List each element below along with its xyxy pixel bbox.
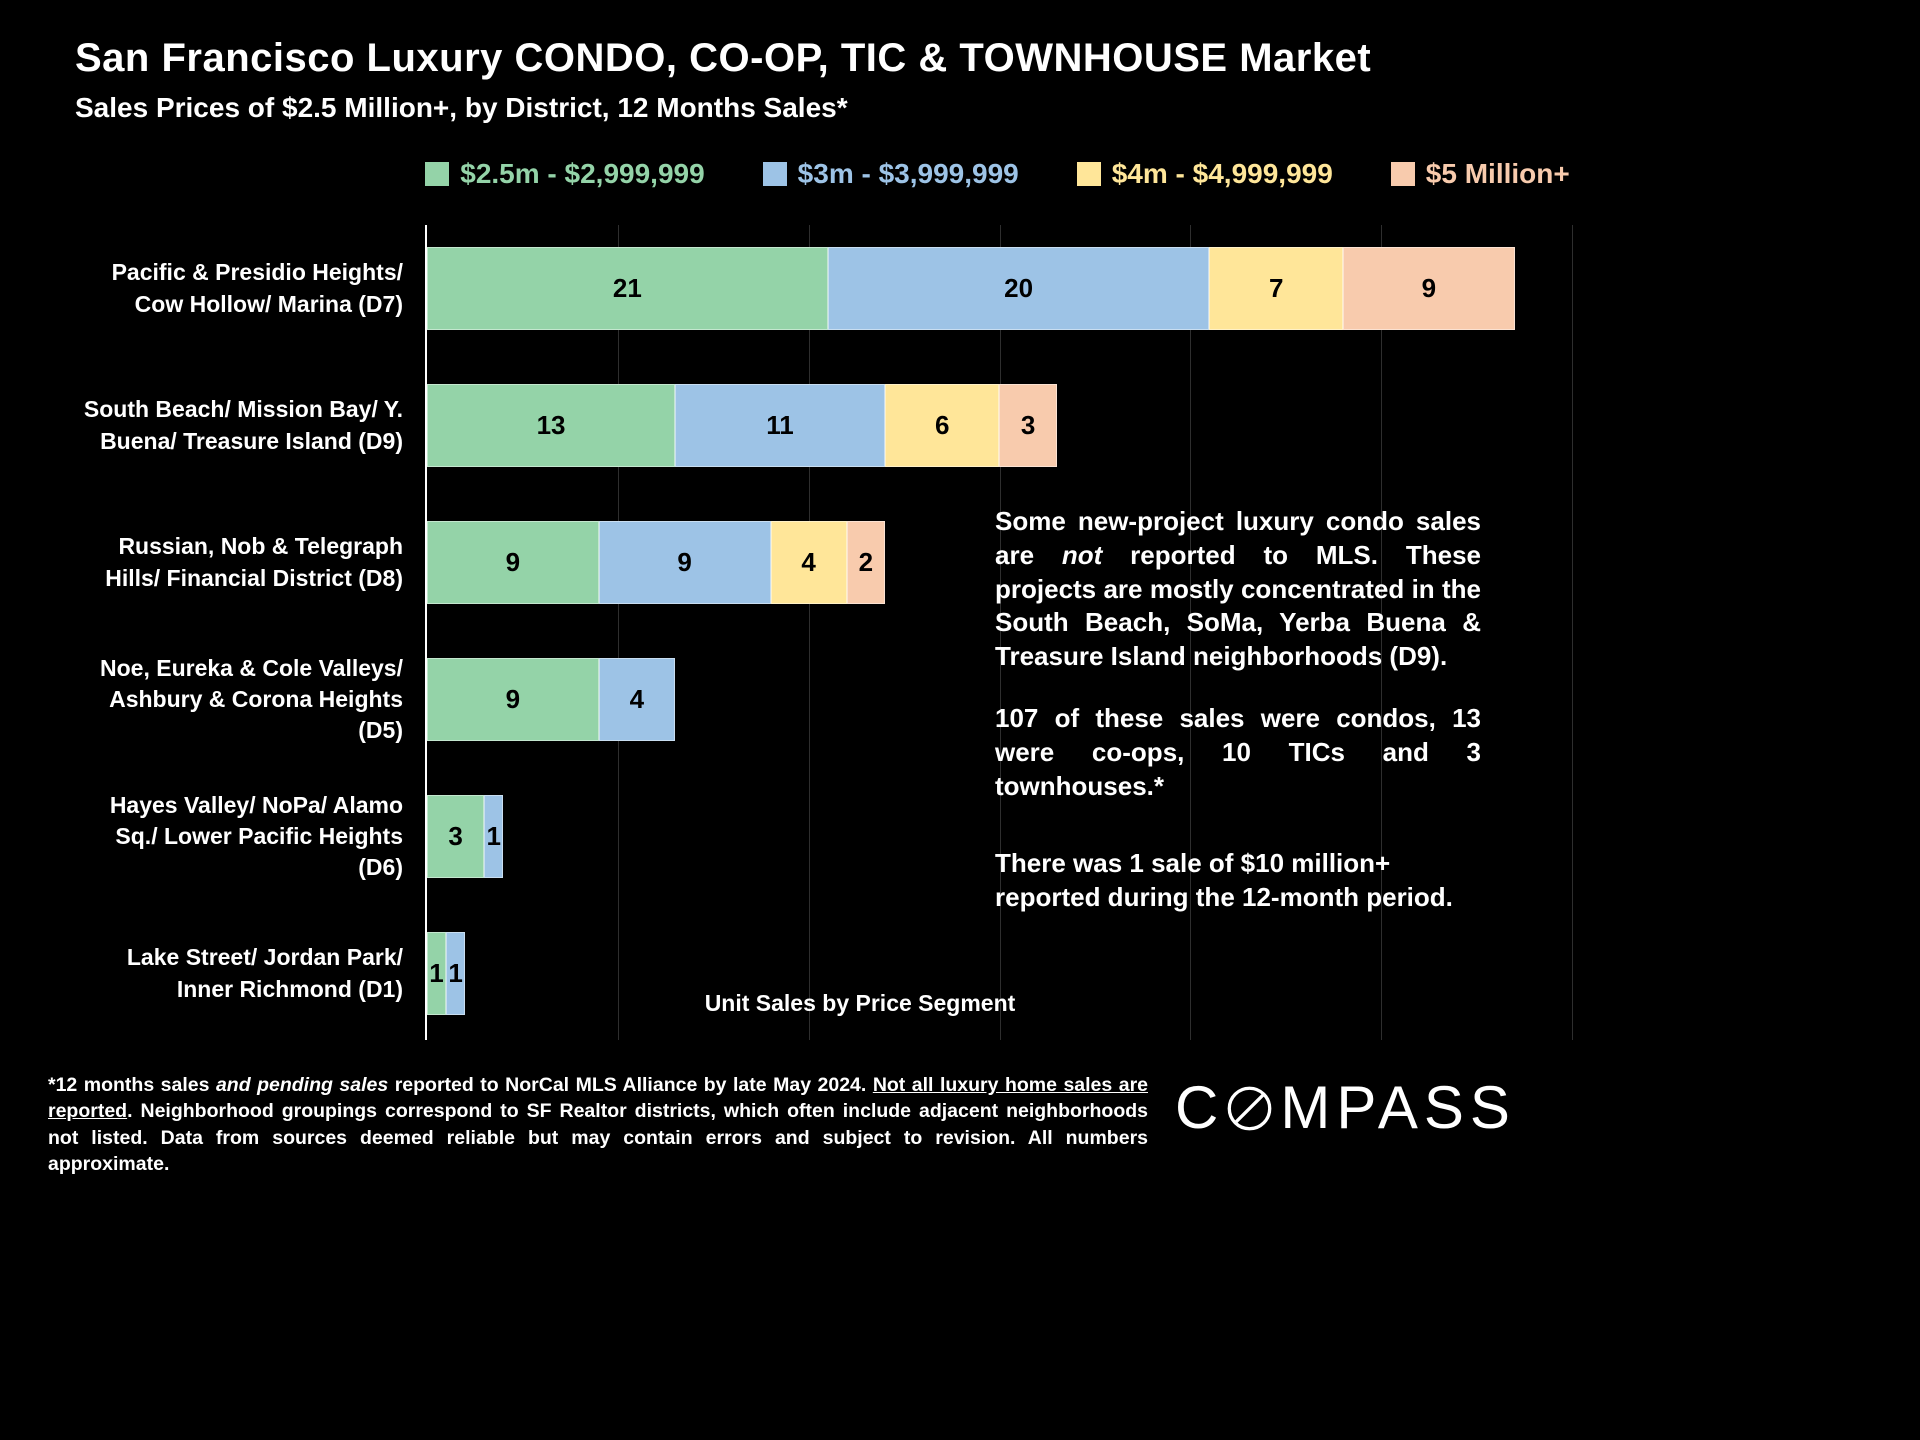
gridline	[808, 225, 810, 1040]
bar-value: 2	[858, 547, 874, 577]
bar-segment: 11	[675, 384, 885, 467]
footnote-italic: and pending sales	[215, 1074, 389, 1096]
bar-segment: 3	[427, 795, 485, 878]
logo-letters-mpass: MPASS	[1280, 1074, 1516, 1141]
bar-value: 3	[1020, 410, 1036, 440]
bar-value: 9	[677, 547, 692, 577]
page-title: San Francisco Luxury CONDO, CO-OP, TIC &…	[75, 36, 1372, 80]
legend-label: $3m - $3,999,999	[797, 158, 1019, 189]
category-label: Lake Street/ Jordan Park/ Inner Richmond…	[126, 944, 403, 1002]
bar-segment: 6	[884, 384, 1000, 467]
category-label: Russian, Nob & Telegraph Hills/ Financia…	[105, 533, 403, 591]
bar-value: 3	[448, 821, 463, 851]
bar-value: 4	[629, 684, 645, 714]
x-axis-label: Unit Sales by Price Segment	[704, 990, 1016, 1016]
bar-segment: 9	[427, 658, 599, 741]
bar-value: 9	[505, 684, 521, 714]
category-label: Hayes Valley/ NoPa/ Alamo Sq./ Lower Pac…	[109, 791, 403, 881]
compass-o-icon	[1227, 1086, 1272, 1130]
legend-swatch	[1390, 162, 1415, 186]
gridline	[1381, 225, 1383, 1040]
bar-segment: 4	[770, 521, 847, 604]
compass-logo: C MPASS	[1175, 1078, 1516, 1138]
bar-row: South Beach/ Mission Bay/ Y. Buena/ Trea…	[75, 384, 1585, 467]
legend-item: $5 Million+	[1390, 158, 1570, 190]
bar-segment: 4	[598, 658, 676, 741]
legend-swatch	[425, 162, 450, 186]
logo-letter-c: C	[1175, 1074, 1225, 1141]
y-axis-line	[425, 225, 427, 1040]
bar-value: 11	[766, 410, 794, 440]
footnote-part-2: reported to NorCal MLS Alliance by late …	[388, 1074, 873, 1096]
bar-row: Hayes Valley/ NoPa/ Alamo Sq./ Lower Pac…	[75, 792, 1585, 880]
page-subtitle: Sales Prices of $2.5 Million+, by Distri…	[75, 92, 848, 123]
annotation-1-post: reported to MLS. These projects are most…	[995, 539, 1481, 672]
gridlines	[427, 225, 1573, 1040]
bar-segment: 1	[446, 932, 466, 1015]
footnote-underlined: Not all luxury home sales are reported	[48, 1074, 1149, 1123]
annotation-paragraph-2: 107 of these sales were condos, 13 were …	[995, 702, 1481, 801]
bar-value: 20	[1004, 273, 1034, 303]
stacked-bar-chart: Pacific & Presidio Heights/ Cow Hollow/ …	[75, 225, 1585, 1040]
legend-label: $4m - $4,999,999	[1111, 158, 1333, 189]
bar-segment: 13	[427, 384, 676, 467]
bar-segment: 9	[427, 521, 599, 604]
bar-value: 6	[935, 410, 950, 440]
bar-value: 7	[1268, 273, 1284, 303]
footnote: *12 months sales and pending sales repor…	[48, 1072, 1148, 1177]
bar-segment: 1	[427, 932, 447, 1015]
bar-value: 1	[448, 958, 463, 988]
footnote-part-1: *12 months sales	[48, 1074, 216, 1096]
annotation-1-pre: Some new-project luxury condo sales are	[995, 506, 1481, 570]
gridline	[1190, 225, 1192, 1040]
legend: $2.5m - $2,999,999 $3m - $3,999,999 $4m - …	[420, 158, 1575, 190]
bar-value: 9	[1421, 273, 1437, 303]
bar-value: 4	[801, 547, 816, 577]
bar-value: 13	[536, 410, 566, 440]
bar-segment: 2	[846, 521, 885, 604]
gridline	[1572, 225, 1573, 1040]
annotation-paragraph-1: Some new-project luxury condo sales are …	[995, 505, 1481, 674]
category-label: South Beach/ Mission Bay/ Y. Buena/ Trea…	[83, 396, 403, 454]
bar-segment: 3	[999, 384, 1057, 467]
bar-value: 21	[612, 273, 642, 303]
bar-segment: 7	[1209, 247, 1343, 330]
category-label: Noe, Eureka & Cole Valleys/ Ashbury & Co…	[100, 654, 403, 744]
annotation-1-italic: not	[1061, 539, 1103, 570]
gridline	[617, 225, 619, 1040]
legend-item: $3m - $3,999,999	[762, 158, 1019, 190]
bar-value: 1	[486, 821, 502, 851]
bar-row: Pacific & Presidio Heights/ Cow Hollow/ …	[75, 247, 1585, 330]
bar-segment: 9	[1342, 247, 1515, 330]
legend-item: $2.5m - $2,999,999	[425, 158, 705, 190]
bar-value: 1	[429, 958, 444, 988]
legend-label: $2.5m - $2,999,999	[460, 158, 705, 189]
gridline	[999, 225, 1001, 1040]
bar-row: Lake Street/ Jordan Park/ Inner Richmond…	[75, 932, 1585, 1015]
legend-label: $5 Million+	[1425, 158, 1570, 189]
bar-track: 9 9 4 2	[427, 521, 1572, 604]
bar-segment: 21	[427, 247, 828, 330]
bar-value: 9	[505, 547, 521, 577]
annotation-block: Some new-project luxury condo sales are …	[995, 505, 1481, 915]
bar-track: 21 20 7 9	[427, 247, 1572, 330]
bar-rows: Pacific & Presidio Heights/ Cow Hollow/ …	[75, 247, 1585, 1069]
bar-row: Noe, Eureka & Cole Valleys/ Ashbury & Co…	[75, 655, 1585, 743]
bar-segment: 1	[484, 795, 504, 878]
annotation-paragraph-3: There was 1 sale of $10 million+ reporte…	[995, 848, 1453, 913]
category-label: Pacific & Presidio Heights/ Cow Hollow/ …	[111, 259, 403, 317]
bar-segment: 9	[598, 521, 771, 604]
legend-item: $4m - $4,999,999	[1076, 158, 1333, 190]
bar-segment: 20	[827, 247, 1210, 330]
bar-track: 13 11 6 3	[427, 384, 1572, 467]
legend-swatch	[762, 162, 787, 186]
bar-row: Russian, Nob & Telegraph Hills/ Financia…	[75, 521, 1585, 604]
legend-swatch	[1076, 162, 1101, 186]
footnote-part-3: . Neighborhood groupings correspond to S…	[48, 1100, 1148, 1175]
